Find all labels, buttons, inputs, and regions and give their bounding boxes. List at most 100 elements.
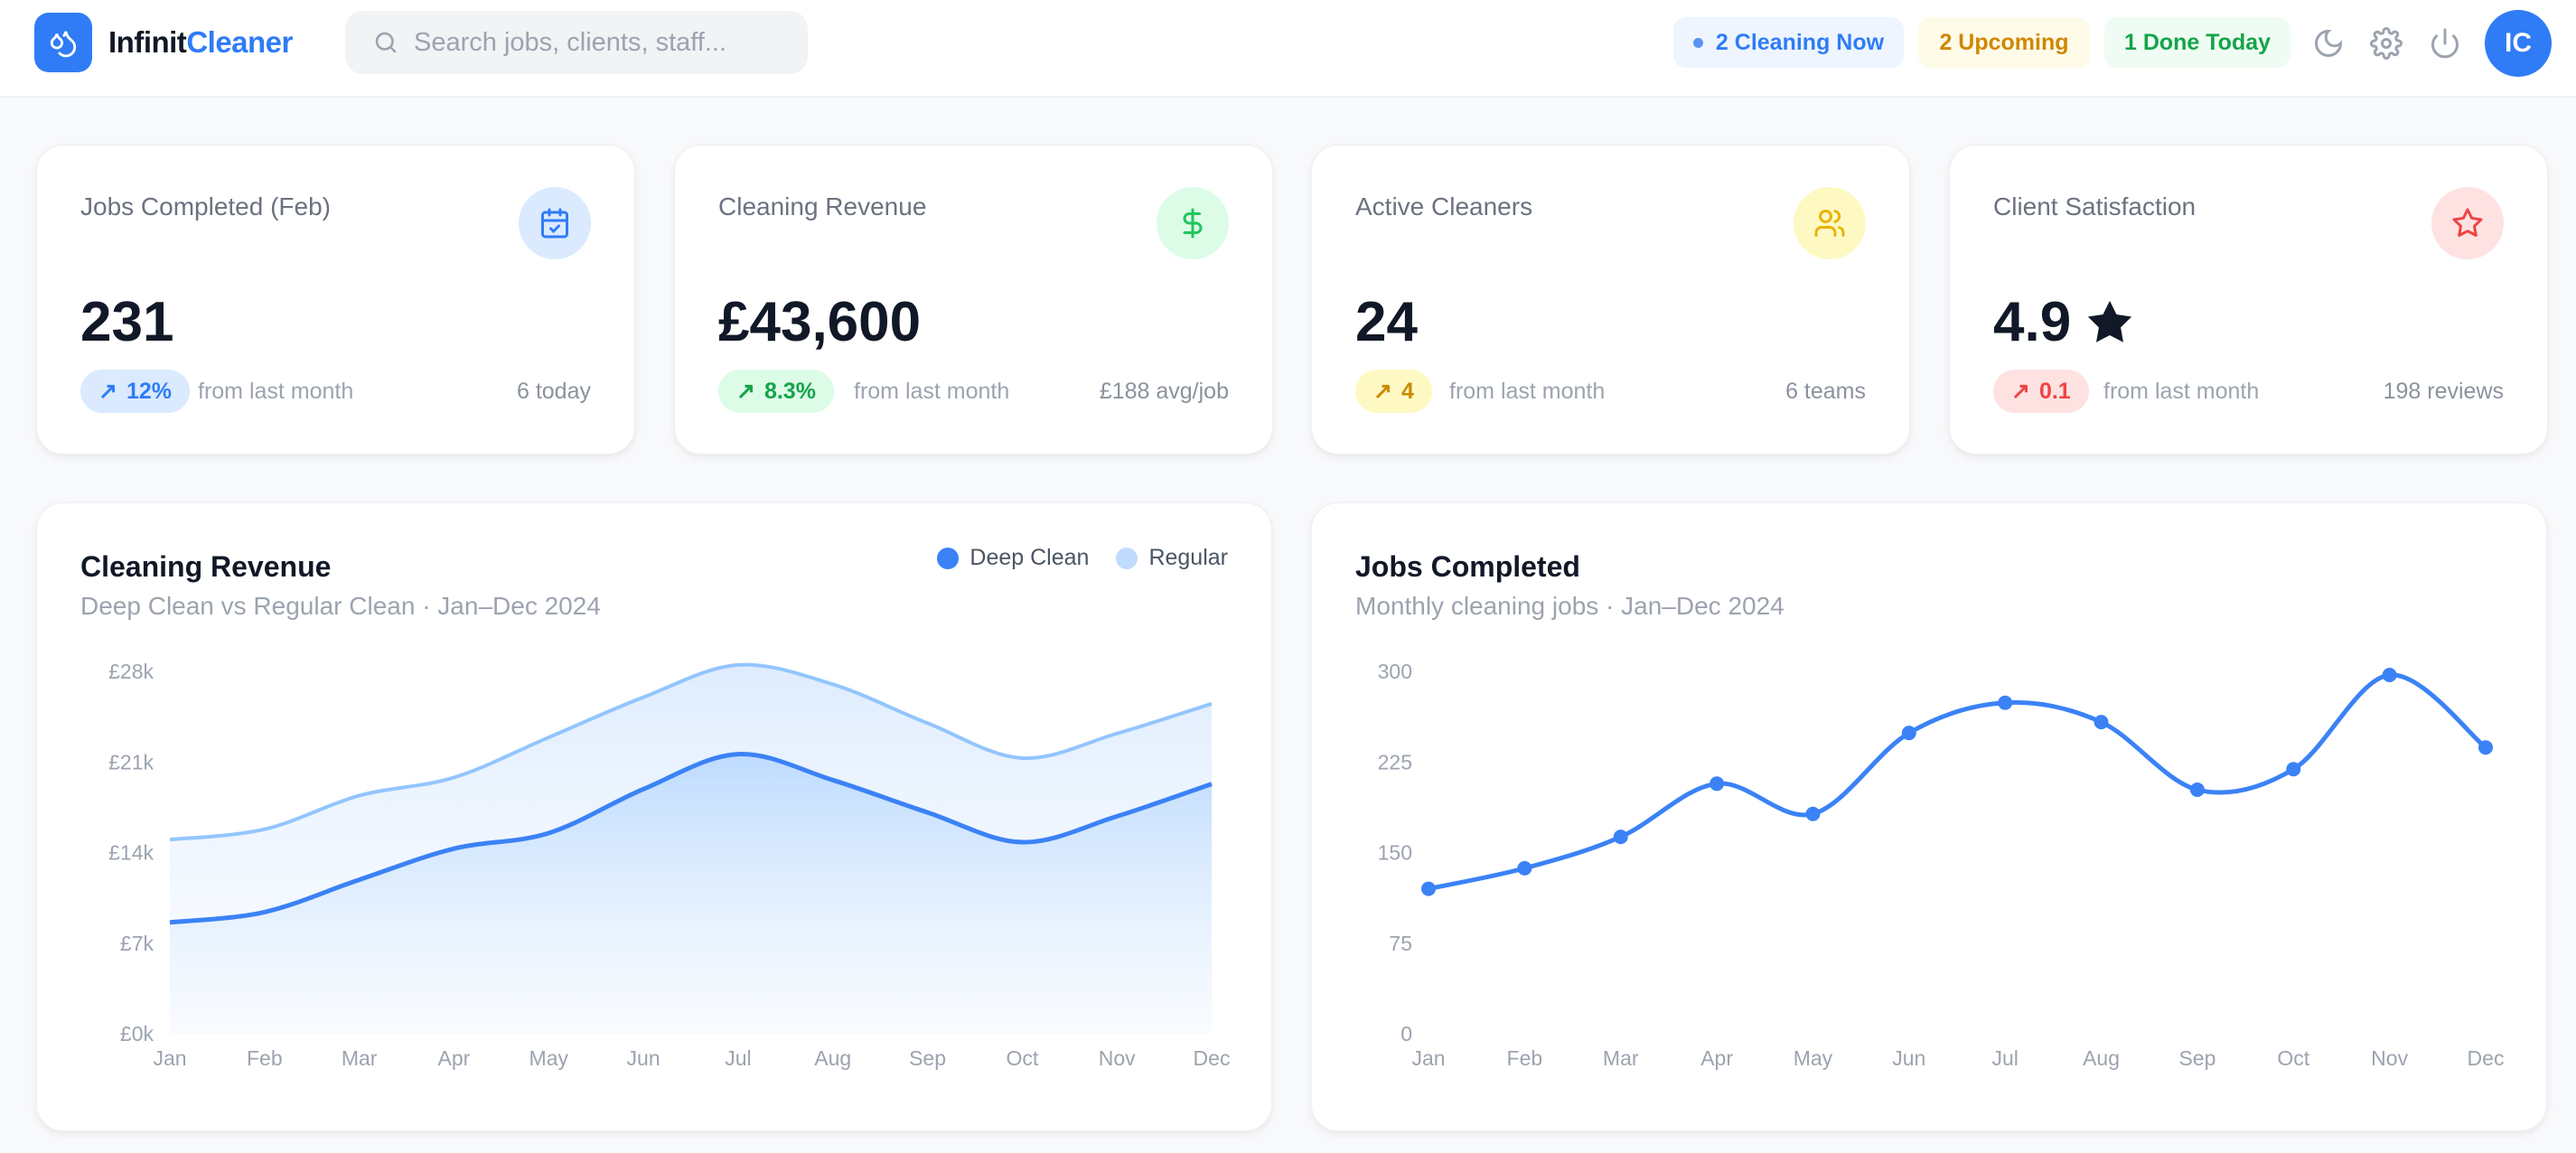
x-tick-label: Aug: [2083, 1046, 2120, 1070]
y-tick-label: £21k: [108, 750, 154, 773]
x-tick-label: Mar: [1603, 1046, 1639, 1070]
x-tick-label: Jun: [627, 1046, 660, 1070]
arrow-up-right-icon: ↗: [736, 379, 755, 404]
legend-label: Deep Clean: [970, 545, 1090, 570]
chart-legend: Deep Clean Regular: [937, 545, 1228, 571]
upcoming-badge[interactable]: 2 Upcoming: [1918, 17, 2090, 68]
data-point: [1805, 806, 1821, 821]
power-icon[interactable]: [2425, 23, 2465, 63]
x-tick-label: Dec: [2468, 1046, 2505, 1070]
deep-clean-line: [169, 752, 1213, 925]
data-point: [2094, 715, 2109, 730]
stat-value: 24: [1355, 290, 1418, 354]
deep-clean-area: [170, 754, 1212, 1034]
change-value: 0.1: [2038, 378, 2071, 404]
legend-item-regular[interactable]: Regular: [1116, 545, 1228, 571]
legend-label: Regular: [1148, 545, 1228, 570]
stat-value: £43,600: [718, 290, 921, 354]
change-value: 12%: [126, 378, 172, 404]
stat-side-text: £188 avg/job: [1099, 379, 1229, 404]
stat-side-text: 6 teams: [1785, 379, 1866, 404]
search-icon: [375, 32, 397, 53]
stat-side-text: 6 today: [516, 379, 591, 404]
x-tick-label: Mar: [342, 1046, 378, 1070]
stat-value: 231: [80, 290, 173, 354]
change-caption: from last month: [854, 379, 1010, 404]
change-pill: ↗ 12%: [80, 370, 190, 413]
moon-icon[interactable]: [2309, 23, 2348, 63]
droplets-icon: [50, 31, 77, 58]
data-point: [2478, 740, 2493, 755]
chart-title: Cleaning Revenue: [80, 550, 332, 583]
x-tick-label: Aug: [814, 1046, 851, 1070]
cleaning-now-badge[interactable]: 2 Cleaning Now: [1673, 17, 1904, 68]
data-point: [2286, 762, 2301, 777]
x-tick-label: Feb: [247, 1046, 283, 1070]
x-tick-label: Oct: [1006, 1046, 1038, 1070]
y-tick-label: £14k: [108, 841, 154, 865]
regular-line: [169, 662, 1213, 842]
x-tick-label: Jul: [725, 1046, 751, 1070]
y-tick-label: £7k: [120, 932, 155, 955]
live-dot-icon: [1692, 37, 1703, 48]
change-pill: ↗ 4: [1355, 370, 1432, 413]
change-value: 4: [1400, 378, 1414, 404]
stat-card-satisfaction: Client Satisfaction 4.9 ↗ 0.1 from last m…: [1949, 145, 2548, 455]
x-tick-label: Sep: [2178, 1046, 2215, 1070]
top-bar: InfinitCleaner 2 Cleaning Now 2 Upcoming…: [0, 0, 2576, 98]
legend-item-deep-clean[interactable]: Deep Clean: [937, 545, 1089, 571]
y-tick-label: 150: [1378, 841, 1412, 865]
data-point: [1998, 695, 2013, 710]
data-point: [1613, 830, 1628, 845]
change-pill: ↗ 0.1: [1993, 370, 2089, 413]
stat-value-text: £43,600: [718, 291, 922, 353]
badge-label: 2 Cleaning Now: [1715, 29, 1885, 55]
series-line: [1428, 672, 2487, 892]
x-tick-label: Nov: [2371, 1046, 2408, 1070]
stat-card-cleaners: Active Cleaners 24 ↗ 4 from last month 6 …: [1311, 145, 1910, 455]
y-tick-label: £0k: [120, 1022, 155, 1045]
y-tick-label: £28k: [108, 660, 154, 683]
arrow-up-right-icon: ↗: [1373, 379, 1392, 404]
change-caption: from last month: [2103, 379, 2260, 404]
badge-label: 2 Upcoming: [1939, 29, 2069, 55]
data-point: [1517, 860, 1532, 876]
change-caption: from last month: [198, 379, 354, 404]
user-avatar[interactable]: IC: [2485, 10, 2552, 77]
stat-value: 4.9: [1993, 290, 2136, 354]
x-tick-label: Dec: [1194, 1046, 1231, 1070]
data-point: [1901, 726, 1916, 741]
calendar-check-icon: [519, 187, 591, 259]
change-caption: from last month: [1449, 379, 1606, 404]
brand-part-2: Cleaner: [186, 25, 293, 59]
x-tick-label: May: [1794, 1046, 1833, 1070]
search-input[interactable]: [414, 27, 793, 58]
users-icon: [1794, 187, 1866, 259]
y-tick-label: 0: [1400, 1022, 1412, 1045]
stat-card-jobs: Jobs Completed (Feb) 231 ↗ 12% from last …: [36, 145, 635, 455]
x-tick-label: Jul: [1991, 1046, 2018, 1070]
star-filled-icon: [2088, 300, 2132, 342]
gear-icon[interactable]: [2366, 23, 2406, 63]
app-logo[interactable]: [34, 13, 92, 72]
revenue-area-chart: £0k £7k £14k £21k £28k Jan Feb Mar Apr May Jun Jul A…: [108, 660, 1231, 1070]
badge-label: 1 Done Today: [2123, 29, 2272, 55]
chart-subtitle: Deep Clean vs Regular Clean · Jan–Dec 20…: [80, 592, 601, 620]
x-tick-label: Apr: [438, 1046, 471, 1070]
data-point: [2382, 668, 2397, 683]
chart-title: Jobs Completed: [1355, 550, 1580, 583]
legend-swatch: [937, 547, 960, 569]
jobs-chart-card: 0 75 150 225 300 Jan Feb Mar Apr May Jun Jul Aug Sep O…: [1311, 502, 2547, 1131]
arrow-up-right-icon: ↗: [2011, 379, 2030, 404]
y-tick-label: 75: [1389, 932, 1412, 955]
y-tick-label: 225: [1378, 750, 1412, 773]
jobs-line-chart: 0 75 150 225 300 Jan Feb Mar Apr May Jun Jul Aug Sep O…: [1378, 660, 2505, 1070]
chart-subtitle: Monthly cleaning jobs · Jan–Dec 2024: [1355, 592, 1784, 620]
data-point: [2189, 782, 2205, 797]
stat-title: Active Cleaners: [1355, 192, 1533, 220]
done-today-badge[interactable]: 1 Done Today: [2104, 17, 2290, 68]
legend-swatch: [1116, 547, 1138, 569]
x-tick-label: Oct: [2277, 1046, 2309, 1070]
stat-value-text: 4.9: [1993, 291, 2072, 353]
search-box[interactable]: [345, 11, 808, 74]
